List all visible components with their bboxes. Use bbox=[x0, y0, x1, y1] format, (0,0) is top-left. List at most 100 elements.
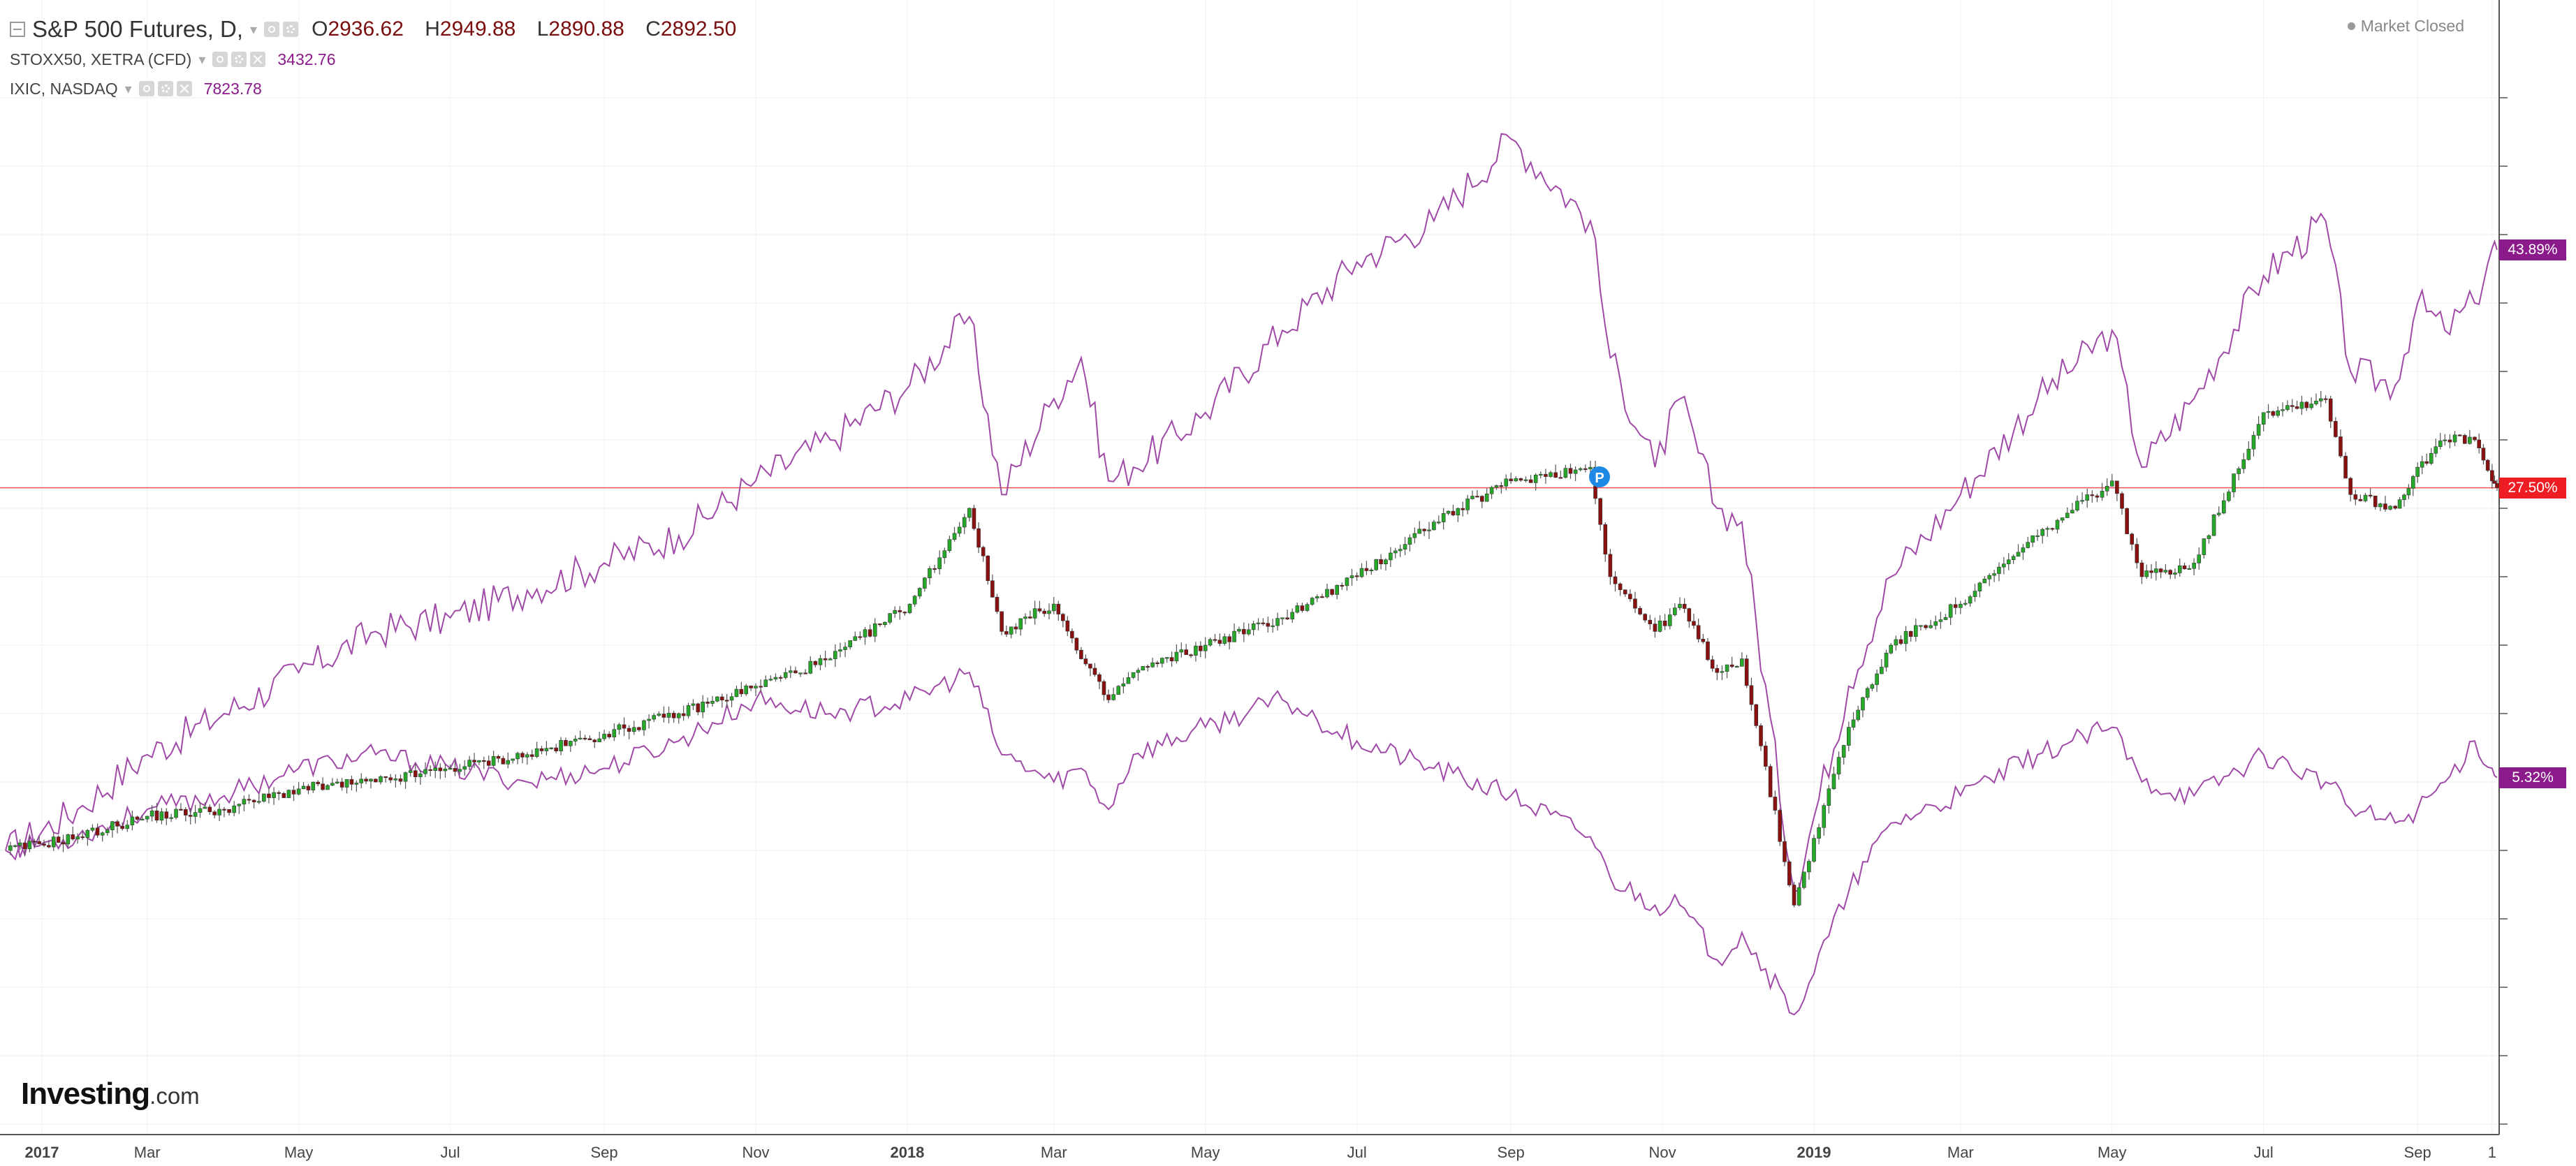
candle-body bbox=[1000, 611, 1004, 632]
candle-body bbox=[22, 842, 27, 850]
candle-body bbox=[2420, 461, 2424, 468]
candle-body bbox=[2222, 500, 2226, 514]
candle-body bbox=[1710, 659, 1715, 669]
candle-body bbox=[1787, 862, 1792, 885]
candle-body bbox=[2192, 563, 2196, 569]
chevron-down-icon[interactable]: ▾ bbox=[198, 52, 206, 68]
candle-body bbox=[344, 779, 349, 788]
candle-body bbox=[354, 783, 359, 785]
overlay-legend-ixic[interactable]: IXIC, NASDAQ ▾ 7823.78 bbox=[10, 75, 262, 102]
candle-body bbox=[159, 811, 164, 821]
candle-body bbox=[1997, 566, 2001, 574]
candle-body bbox=[80, 836, 85, 839]
candle-body bbox=[515, 753, 520, 760]
overlay-symbol-name: STOXX50, XETRA (CFD) bbox=[10, 50, 192, 68]
candle-body bbox=[617, 724, 622, 730]
candle-body bbox=[1330, 589, 1334, 595]
candle-body bbox=[2216, 512, 2221, 515]
candle-body bbox=[1032, 608, 1037, 619]
candle-body bbox=[203, 806, 207, 809]
candle-body bbox=[1335, 584, 1339, 595]
main-symbol-legend[interactable]: S&P 500 Futures, D, ▾ O2936.62 H2949.88 … bbox=[10, 11, 752, 47]
candle-body bbox=[587, 738, 592, 741]
candle-body bbox=[843, 647, 847, 650]
candle-body bbox=[472, 760, 476, 762]
candle-body bbox=[2241, 459, 2246, 469]
candle-body bbox=[1613, 576, 1618, 584]
candle-body bbox=[2276, 410, 2281, 416]
settings-icon[interactable] bbox=[283, 22, 299, 37]
candle-body bbox=[2490, 470, 2494, 482]
candle-body bbox=[491, 755, 496, 766]
time-axis-label: Nov bbox=[742, 1144, 769, 1161]
candle-body bbox=[1047, 610, 1051, 614]
candle-body bbox=[1300, 605, 1305, 611]
time-axis-label: May bbox=[2098, 1144, 2127, 1161]
candle-body bbox=[467, 760, 471, 767]
main-symbol-name: S&P 500 Futures, D, bbox=[32, 16, 244, 42]
candle-body bbox=[1929, 625, 1933, 628]
candle-body bbox=[1618, 583, 1623, 591]
candle-body bbox=[1111, 694, 1115, 700]
candle-body bbox=[947, 539, 952, 552]
candle-body bbox=[1384, 559, 1388, 565]
candle-body bbox=[2481, 448, 2486, 461]
candle-body bbox=[778, 677, 783, 679]
candle-body bbox=[1266, 623, 1271, 627]
candle-body bbox=[90, 827, 95, 831]
chevron-down-icon[interactable]: ▾ bbox=[124, 81, 132, 97]
close-icon[interactable] bbox=[250, 52, 266, 67]
candle-body bbox=[1924, 625, 1928, 628]
candle-body bbox=[739, 688, 744, 695]
candle-body bbox=[1261, 622, 1266, 624]
time-axis-label: Sep bbox=[1498, 1144, 1525, 1161]
candle-body bbox=[237, 804, 242, 806]
candle-body bbox=[66, 834, 71, 845]
candle-body bbox=[154, 810, 159, 821]
candle-body bbox=[1275, 618, 1280, 626]
visibility-icon[interactable] bbox=[264, 22, 280, 37]
candle-body bbox=[534, 748, 539, 757]
candle-body bbox=[583, 737, 587, 739]
candle-body bbox=[145, 816, 149, 820]
collapse-legend-icon[interactable] bbox=[10, 22, 25, 37]
visibility-icon[interactable] bbox=[212, 52, 228, 67]
candle-body bbox=[2090, 494, 2095, 496]
visibility-icon[interactable] bbox=[138, 81, 154, 96]
candle-body bbox=[2125, 508, 2129, 535]
candle-body bbox=[2378, 503, 2383, 508]
pivot-marker-icon[interactable]: P bbox=[1589, 466, 1610, 487]
chevron-down-icon[interactable]: ▾ bbox=[250, 22, 258, 38]
candle-body bbox=[1884, 653, 1889, 667]
candle-body bbox=[1494, 485, 1499, 488]
close-icon[interactable] bbox=[176, 81, 192, 96]
candle-body bbox=[1004, 631, 1009, 635]
candle-body bbox=[2197, 554, 2202, 563]
candle-body bbox=[2182, 565, 2187, 570]
candle-body bbox=[734, 688, 739, 698]
candle-body bbox=[1740, 658, 1744, 667]
candle-body bbox=[631, 727, 636, 732]
candle-body bbox=[2477, 439, 2482, 448]
overlay-legend-stoxx[interactable]: STOXX50, XETRA (CFD) ▾ 3432.76 bbox=[10, 46, 336, 73]
time-axis-labels: 2017 Mar May Jul Sep Nov 2018 Mar May Jul Sep Nov 20… bbox=[25, 1144, 2496, 1161]
settings-icon[interactable] bbox=[231, 52, 247, 67]
candle-body bbox=[212, 811, 217, 816]
candle-body bbox=[2424, 461, 2429, 464]
candle-body bbox=[1514, 478, 1518, 482]
candle-body bbox=[1827, 788, 1831, 806]
candle-body bbox=[1446, 510, 1451, 514]
candle-body bbox=[1673, 607, 1677, 615]
candle-body bbox=[174, 809, 178, 818]
candle-body bbox=[2040, 529, 2044, 536]
candle-body bbox=[2070, 510, 2074, 514]
candle-body bbox=[848, 640, 852, 647]
candle-body bbox=[1295, 605, 1300, 613]
candle-body bbox=[1116, 686, 1121, 695]
candle-body bbox=[569, 741, 573, 746]
candle-body bbox=[2348, 478, 2352, 495]
settings-icon[interactable] bbox=[157, 81, 173, 96]
candle-body bbox=[1169, 657, 1174, 662]
candle-body bbox=[2468, 436, 2472, 444]
